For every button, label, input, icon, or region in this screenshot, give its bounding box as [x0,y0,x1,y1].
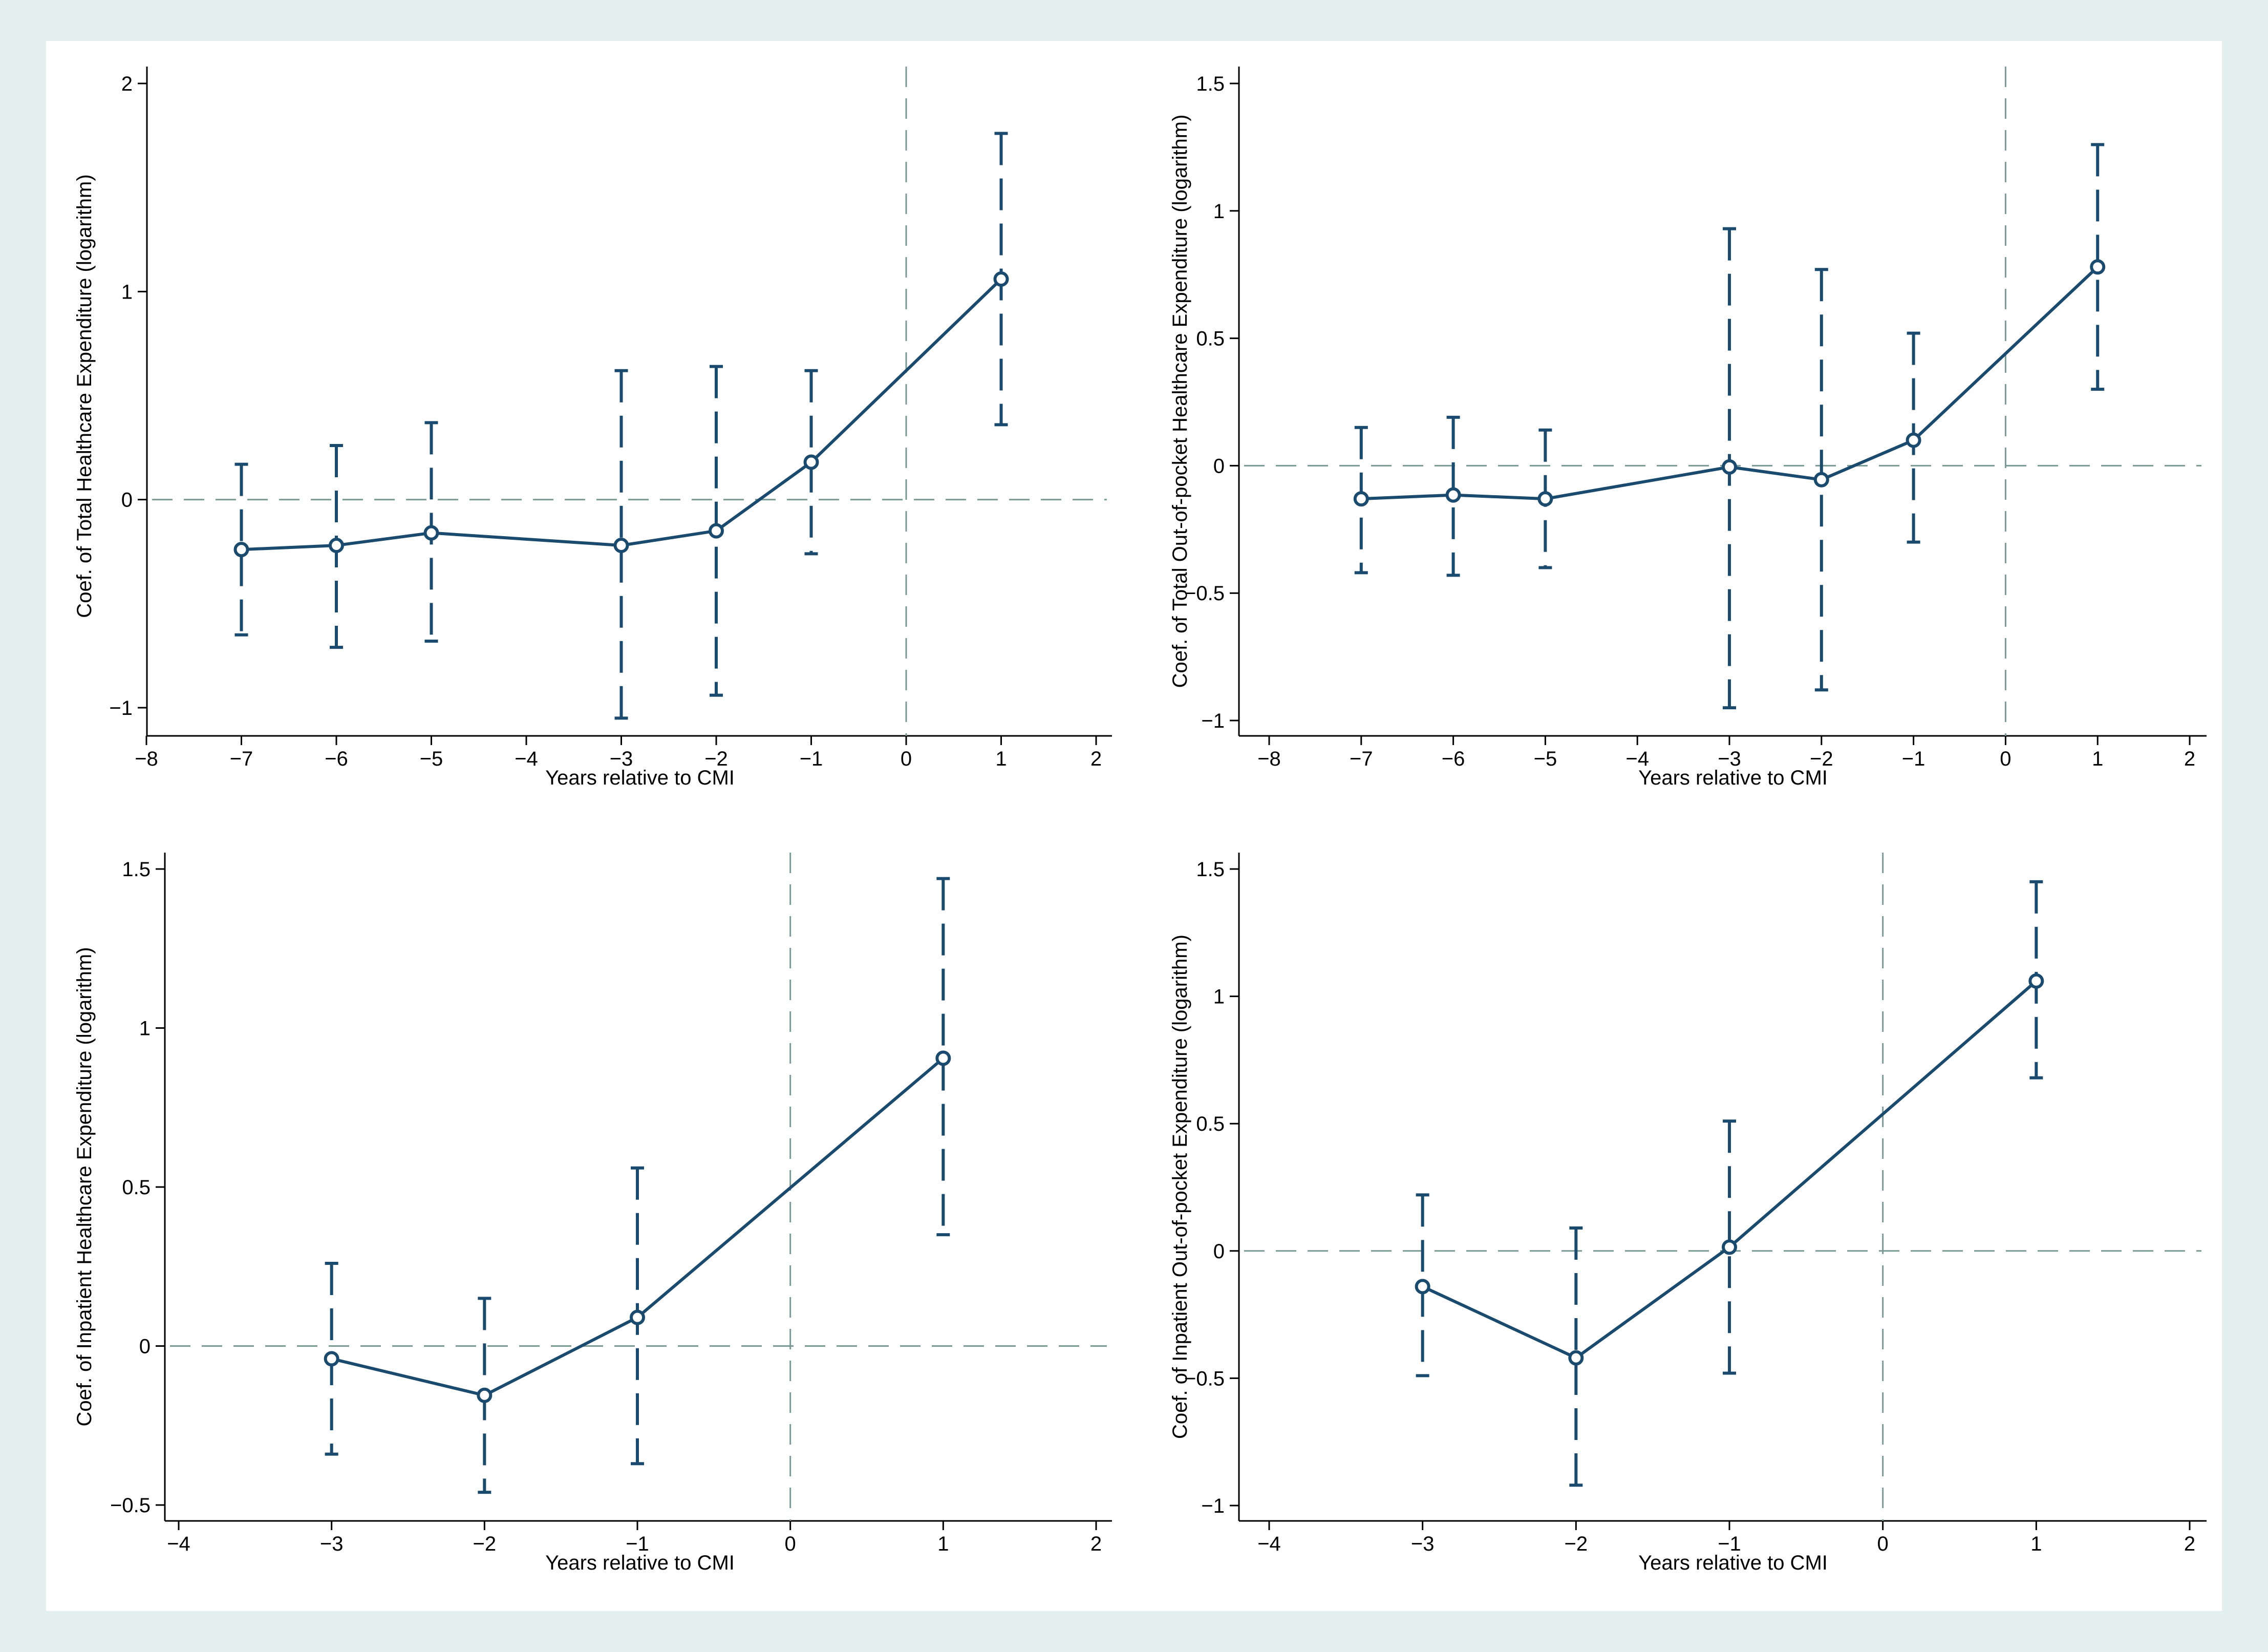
coefficient-point [2028,973,2044,989]
coefficient-point [1537,491,1553,507]
x-tick-label: 0 [2000,748,2011,770]
coefficient-point [1906,432,1921,448]
x-tick-label: 2 [1090,1533,1102,1555]
x-tick-label: −3 [1718,748,1741,770]
y-axis-title: Coef. of Inpatient Out-of-pocket Expendi… [1169,935,1191,1439]
coefficient-point [1445,487,1461,503]
y-tick-label: 1 [121,281,133,303]
y-tick-label: 0.5 [1196,328,1225,350]
x-tick-label: 1 [2030,1533,2042,1555]
y-tick-label: 0 [1213,1240,1225,1263]
x-tick-label: −4 [1625,748,1649,770]
x-tick-label: 0 [901,748,912,770]
chart-panel-4: −1 −0.5 0 0.5 1 1.5 −4 −3 −2 −1 0 1 2 Years relative … [1169,853,2207,1574]
coefficient-point [993,271,1009,287]
x-axis-title: Years relative to CMI [545,767,735,789]
y-tick-label: 1 [139,1018,151,1040]
x-tick-label: 0 [785,1533,796,1555]
x-tick-label: −4 [1257,1533,1281,1555]
y-axis-title: Coef. of Total Healthcare Expenditure (l… [73,174,96,618]
coefficient-point [935,1050,951,1066]
x-axis-title: Years relative to CMI [1638,767,1828,789]
x-tick-label: −1 [1902,748,1925,770]
x-axis-title: Years relative to CMI [545,1552,735,1574]
coefficient-point [613,538,629,554]
y-tick-label: 1.5 [1196,858,1225,881]
x-tick-label: −6 [325,748,348,770]
y-tick-label: 1 [1213,200,1225,223]
y-tick-label: 2 [121,73,133,95]
x-axis-title: Years relative to CMI [1638,1552,1828,1574]
y-tick-label: −1 [1201,1495,1225,1517]
y-tick-label: −0.5 [1184,582,1225,605]
y-tick-label: 0.5 [1196,1113,1225,1135]
x-tick-label: −4 [515,748,538,770]
x-tick-label: −8 [1257,748,1281,770]
y-tick-label: −1 [1201,710,1225,732]
x-tick-label: −2 [1565,1533,1588,1555]
x-tick-label: −3 [610,748,633,770]
coefficient-point [803,454,819,470]
x-tick-label: 1 [937,1533,949,1555]
x-tick-label: −6 [1442,748,1465,770]
chart-panel-3: −0.5 0 0.5 1 1.5 −4 −3 −2 −1 0 1 2 Years relative to… [73,853,1112,1574]
x-tick-label: 2 [2184,1533,2195,1555]
coefficient-point [233,542,249,558]
x-tick-label: 1 [2092,748,2103,770]
y-tick-label: 1 [1213,986,1225,1008]
x-tick-label: −7 [1350,748,1373,770]
x-tick-label: −1 [800,748,823,770]
coefficient-line [1422,980,2038,1360]
coefficient-point [709,523,724,539]
x-tick-label: −2 [1810,748,1833,770]
y-tick-label: 1.5 [122,858,151,881]
coefficient-point [1568,1350,1584,1366]
x-tick-label: −2 [473,1533,497,1555]
x-tick-label: 0 [1877,1533,1889,1555]
y-tick-label: 0 [139,1336,151,1358]
coefficient-point [1415,1279,1430,1295]
x-tick-label: 2 [1090,748,1102,770]
x-tick-label: −8 [135,748,158,770]
figure-frame [46,41,2222,1611]
x-tick-label: −7 [230,748,253,770]
y-axis-title: Coef. of Inpatient Healthcare Expenditur… [73,947,96,1426]
y-axis-title: Coef. of Total Out-of-pocket Healthcare … [1169,115,1191,688]
x-tick-label: 2 [2184,748,2195,770]
x-tick-label: −4 [167,1533,190,1555]
coefficient-point [630,1309,645,1325]
coefficient-point [329,538,344,554]
coefficient-point [1722,1239,1737,1255]
y-tick-label: 0 [1213,455,1225,477]
coefficient-point [2090,259,2106,275]
x-tick-label: −5 [420,748,443,770]
coefficient-point [324,1351,339,1367]
chart-panel-2: −1 −0.5 0 0.5 1 1.5 −8 −7 −6 −5 −4 −3 −2 −1 0 1 2 Years r… [1169,67,2207,789]
y-tick-label: −0.5 [1184,1367,1225,1390]
y-tick-label: 1.5 [1196,73,1225,95]
x-tick-label: −5 [1534,748,1557,770]
y-tick-label: −0.5 [110,1494,151,1517]
coefficient-point [1353,491,1369,507]
x-tick-label: −3 [320,1533,344,1555]
coefficient-point [477,1387,493,1403]
x-tick-label: −1 [1718,1533,1741,1555]
coefficient-line [331,1057,945,1397]
chart-panel-1: −1 0 1 2 −8 −7 −6 −5 −4 −3 −2 −1 0 1 2 Years relative t… [73,67,1112,789]
coefficient-point [1813,472,1829,488]
x-tick-label: −3 [1411,1533,1435,1555]
coefficient-point [1722,459,1737,475]
y-tick-label: 0 [121,489,133,512]
y-tick-label: 0.5 [122,1176,151,1199]
y-tick-label: −1 [109,697,133,719]
x-tick-label: −2 [704,748,728,770]
x-tick-label: −1 [626,1533,649,1555]
x-tick-label: 1 [995,748,1007,770]
coefficient-point [423,525,439,541]
